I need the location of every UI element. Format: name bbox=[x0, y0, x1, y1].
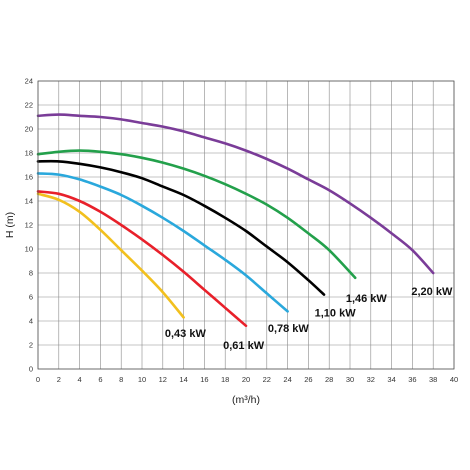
x-tick-label: 22 bbox=[263, 375, 271, 384]
x-tick-label: 34 bbox=[387, 375, 395, 384]
y-tick-label: 10 bbox=[25, 245, 33, 254]
x-tick-label: 20 bbox=[242, 375, 250, 384]
x-tick-label: 30 bbox=[346, 375, 354, 384]
y-axis-label: H (m) bbox=[4, 212, 16, 238]
x-tick-label: 8 bbox=[119, 375, 123, 384]
curve-label: 0,78 kW bbox=[268, 323, 310, 335]
curve-1-46-kw bbox=[36, 149, 357, 280]
curve-label: 0,43 kW bbox=[165, 328, 207, 340]
y-tick-label: 24 bbox=[25, 77, 33, 86]
curve-label: 0,61 kW bbox=[223, 340, 265, 352]
y-tick-label: 8 bbox=[29, 269, 33, 278]
x-tick-label: 10 bbox=[138, 375, 146, 384]
x-axis-label: (m³/h) bbox=[232, 394, 260, 406]
y-tick-label: 0 bbox=[29, 365, 33, 374]
x-tick-label: 36 bbox=[408, 375, 416, 384]
x-tick-label: 26 bbox=[304, 375, 312, 384]
x-tick-label: 38 bbox=[429, 375, 437, 384]
curve-0-43-kw bbox=[36, 192, 185, 319]
x-tick-label: 18 bbox=[221, 375, 229, 384]
curve-1-10-kw bbox=[36, 159, 326, 296]
y-tick-label: 22 bbox=[25, 101, 33, 110]
plot-frame bbox=[37, 80, 455, 370]
x-tick-label: 16 bbox=[200, 375, 208, 384]
curve-label: 1,10 kW bbox=[315, 308, 357, 320]
data-series bbox=[36, 113, 435, 328]
x-tick-label: 12 bbox=[159, 375, 167, 384]
x-tick-label: 28 bbox=[325, 375, 333, 384]
x-tick-label: 14 bbox=[179, 375, 187, 384]
x-tick-label: 40 bbox=[450, 375, 458, 384]
curve-annotations: 0,43 kW 0,61 kW0,78 kW 1,10 kW 1,46 kW 2,20 … bbox=[165, 286, 453, 352]
curve-2-20-kw bbox=[36, 113, 435, 275]
x-tick-label: 2 bbox=[57, 375, 61, 384]
curve-label: 1,46 kW bbox=[346, 293, 388, 305]
y-tick-label: 20 bbox=[25, 125, 33, 134]
x-tick-label: 6 bbox=[98, 375, 102, 384]
y-tick-label: 16 bbox=[25, 173, 33, 182]
x-tick-label: 0 bbox=[36, 375, 40, 384]
x-tick-label: 32 bbox=[367, 375, 375, 384]
y-tick-label: 14 bbox=[25, 197, 33, 206]
y-tick-label: 2 bbox=[29, 341, 33, 350]
y-tick-label: 4 bbox=[29, 317, 33, 326]
y-tick-label: 6 bbox=[29, 293, 33, 302]
x-tick-label: 24 bbox=[283, 375, 291, 384]
curve-0-61-kw bbox=[36, 190, 248, 328]
tick-labels: 0 2 4 6 8 10 12 14 16 18 20 22 24 26 28 30 32 34 36 38 40024… bbox=[25, 77, 459, 384]
y-tick-label: 18 bbox=[25, 149, 33, 158]
curve-label: 2,20 kW bbox=[411, 286, 453, 298]
x-tick-label: 4 bbox=[78, 375, 82, 384]
y-tick-label: 12 bbox=[25, 221, 33, 230]
curve-0-78-kw bbox=[36, 172, 289, 313]
